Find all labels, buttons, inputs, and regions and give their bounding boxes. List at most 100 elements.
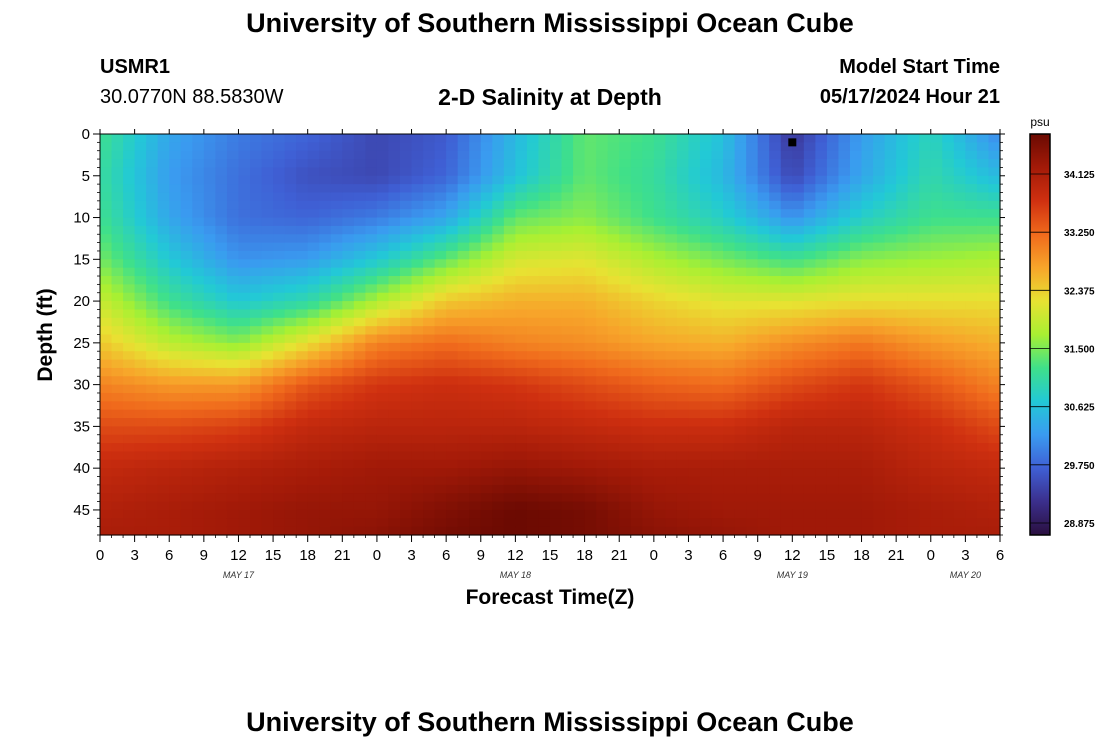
heatmap-cell (711, 401, 724, 411)
heatmap-cell (757, 426, 770, 436)
heatmap-cell (584, 418, 597, 427)
heatmap-cell (942, 401, 955, 411)
heatmap-cell (157, 401, 170, 411)
heatmap-cell (815, 451, 828, 461)
heatmap-cell (688, 301, 701, 311)
heatmap-cell (688, 175, 701, 185)
heatmap-cell (376, 242, 390, 252)
heatmap-cell (538, 284, 551, 294)
heatmap-cell (203, 209, 216, 219)
heatmap-cell (930, 184, 943, 194)
heatmap-cell (434, 250, 447, 260)
heatmap-cell (134, 150, 147, 160)
heatmap-cell (723, 484, 736, 494)
heatmap-cell (700, 384, 713, 394)
heatmap-cell (342, 134, 355, 143)
heatmap-cell (850, 225, 863, 235)
heatmap-cell (503, 209, 516, 219)
heatmap-cell (907, 367, 920, 377)
heatmap-cell (503, 426, 516, 436)
heatmap-cell (515, 409, 528, 419)
heatmap-cell (434, 509, 447, 519)
heatmap-cell (653, 409, 666, 419)
heatmap-cell (665, 334, 678, 344)
heatmap-cell (607, 184, 620, 194)
heatmap-cell (607, 309, 620, 319)
heatmap-cell (757, 167, 770, 177)
heatmap-cell (515, 493, 528, 503)
heatmap-cell (850, 184, 863, 194)
heatmap-cell (146, 200, 159, 210)
heatmap-cell (434, 384, 447, 394)
heatmap-cell (526, 501, 540, 511)
heatmap-cell (688, 134, 701, 143)
heatmap-cell (480, 443, 493, 453)
heatmap-cell (526, 418, 540, 427)
heatmap-cell (561, 434, 574, 444)
heatmap-cell (123, 476, 136, 486)
heatmap-cell (700, 150, 713, 160)
heatmap-cell (723, 284, 736, 294)
heatmap-cell (261, 501, 274, 511)
heatmap-cell (319, 334, 332, 344)
heatmap-cell (400, 292, 413, 302)
heatmap-cell (111, 509, 124, 519)
heatmap-cell (423, 317, 436, 327)
heatmap-cell (607, 200, 620, 210)
heatmap-cell (896, 267, 909, 277)
heatmap-cell (238, 250, 251, 260)
heatmap-cell (734, 451, 747, 461)
heatmap-cell (469, 267, 482, 277)
heatmap-cell (942, 384, 955, 394)
heatmap-cell (734, 376, 747, 386)
heatmap-cell (342, 167, 355, 177)
heatmap-cell (307, 518, 320, 528)
heatmap-cell (838, 209, 851, 219)
heatmap-cell (688, 476, 701, 486)
heatmap-cell (884, 501, 897, 511)
heatmap-cell (873, 142, 886, 152)
heatmap-cell (815, 509, 828, 519)
heatmap-cell (596, 175, 609, 185)
y-tick-label: 5 (82, 168, 90, 185)
heatmap-cell (965, 192, 978, 202)
heatmap-cell (469, 418, 482, 427)
heatmap-cell (123, 459, 136, 469)
heatmap-cell (526, 359, 540, 369)
heatmap-cell (642, 159, 655, 169)
heatmap-cell (492, 142, 505, 152)
heatmap-cell (769, 501, 782, 511)
heatmap-cell (850, 276, 863, 285)
heatmap-cell (780, 192, 793, 202)
heatmap-cell (803, 392, 816, 402)
heatmap-cell (792, 209, 805, 219)
heatmap-cell (192, 301, 205, 311)
heatmap-cell (157, 192, 170, 202)
heatmap-cell (480, 200, 493, 210)
heatmap-cell (330, 242, 343, 252)
heatmap-cell (976, 276, 990, 285)
heatmap-cell (653, 209, 666, 219)
heatmap-cell (607, 351, 620, 361)
heatmap-cell (757, 292, 770, 302)
heatmap-cell (873, 192, 886, 202)
heatmap-cell (838, 342, 851, 352)
heatmap-cell (146, 267, 159, 277)
heatmap-cell (134, 526, 147, 536)
heatmap-cell (665, 418, 678, 427)
heatmap-cell (803, 468, 816, 478)
heatmap-cell (838, 184, 851, 194)
heatmap-cell (261, 317, 274, 327)
heatmap-cell (192, 217, 205, 227)
colorbar-tick-label: 29.750 (1064, 461, 1095, 472)
heatmap-cell (388, 359, 401, 369)
heatmap-cell (526, 401, 540, 411)
heatmap-cell (526, 376, 540, 386)
heatmap-cell (469, 443, 482, 453)
heatmap-cell (619, 351, 632, 361)
heatmap-cell (896, 309, 909, 319)
heatmap-cell (665, 409, 678, 419)
heatmap-cell (192, 209, 205, 219)
heatmap-cell (526, 367, 540, 377)
heatmap-cell (907, 309, 920, 319)
